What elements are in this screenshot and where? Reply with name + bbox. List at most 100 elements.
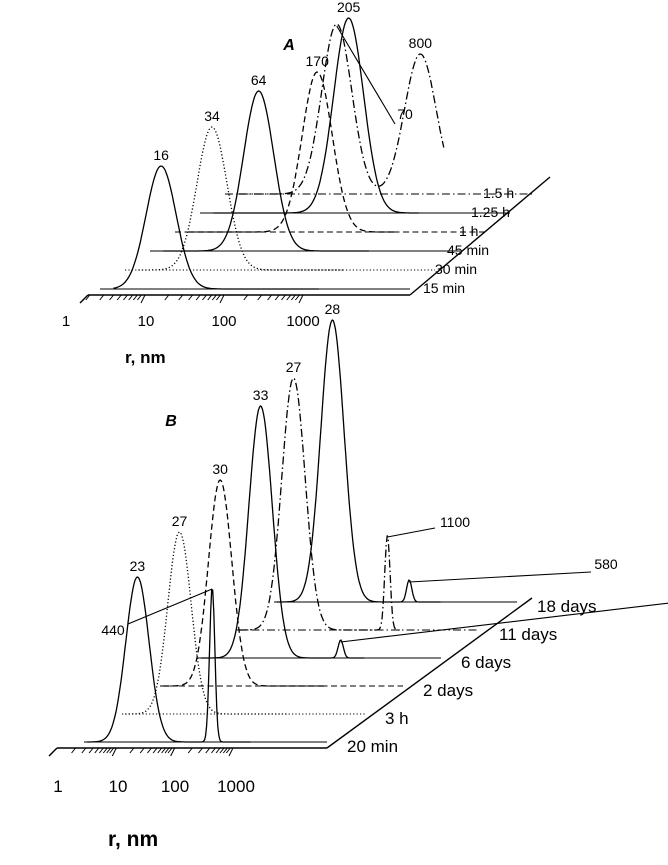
series-1-h: 170 (175, 53, 485, 233)
x-tick-label: 100 (161, 777, 189, 796)
x-minor-tick (178, 294, 184, 301)
series-label: 1.5 h (483, 185, 514, 201)
series-3-h: 27 (122, 513, 365, 715)
distribution-curve (188, 71, 394, 233)
x-minor-tick (132, 294, 138, 301)
axis-corner (79, 294, 89, 304)
panel-a: 1 10 100 1000 r, nm A 16 15 min 34 30 min 64 45 min… (62, 0, 551, 367)
distribution-curve (239, 377, 403, 631)
distribution-curve (238, 23, 445, 195)
series-6-days: 33780 (198, 387, 668, 659)
peak-leader-line (340, 602, 668, 643)
x-minor-tick (111, 747, 117, 757)
x-minor-tick (167, 747, 173, 754)
x-minor-tick (205, 747, 211, 754)
peak-label: 28 (325, 301, 341, 317)
x-axis-title: r, nm (108, 828, 158, 851)
x-tick-label: 10 (109, 777, 128, 796)
distribution-curve (138, 126, 344, 271)
x-minor-tick (94, 747, 100, 754)
x-minor-tick (267, 294, 272, 301)
x-minor-tick (157, 747, 163, 754)
peak-leader-line (127, 588, 213, 625)
x-minor-tick (195, 294, 201, 301)
x-minor-tick (109, 747, 115, 754)
series-15-min: 16 (100, 147, 410, 290)
x-minor-tick (286, 294, 292, 301)
x-tick-label: 1000 (286, 313, 319, 330)
series-label: 2 days (423, 681, 473, 700)
distribution-curve (87, 576, 251, 743)
x-minor-tick (136, 294, 142, 301)
x-minor-tick (123, 294, 128, 301)
series-label: 15 min (423, 280, 465, 296)
x-minor-tick (106, 747, 112, 754)
series-2-days: 30 (160, 461, 403, 687)
peak-label: 800 (409, 35, 433, 51)
x-minor-tick (99, 747, 104, 754)
x-axis-title: r, nm (125, 348, 166, 367)
series-label: 20 min (347, 737, 398, 756)
x-minor-tick (215, 294, 221, 301)
series-20-min: 23 440 (84, 558, 327, 743)
peak-label: 34 (204, 108, 220, 124)
peak-label: 16 (153, 147, 169, 163)
series-label: 6 days (461, 653, 511, 672)
peak-label: 64 (251, 72, 267, 88)
series-label: 1.25 h (471, 204, 510, 220)
x-minor-tick (164, 294, 170, 301)
x-tick-label: 1000 (217, 777, 255, 796)
x-minor-tick (219, 294, 225, 304)
x-minor-tick (198, 747, 203, 754)
x-minor-tick (298, 294, 304, 304)
x-minor-tick (219, 747, 225, 754)
distribution-curve (163, 479, 327, 687)
x-minor-tick (99, 294, 105, 301)
panel-b: 1 10 100 1000 r, nm B 23 440 20 min 27 3 h 30 2 days… (48, 301, 668, 851)
x-minor-tick (274, 294, 280, 301)
x-minor-tick (164, 747, 170, 754)
series-label: 45 min (447, 242, 489, 258)
panel-label: A (282, 37, 295, 54)
series-18-days: 28 580 (274, 301, 618, 603)
x-minor-tick (228, 747, 234, 757)
distribution-curve (113, 165, 319, 290)
series-11-days: 27 1100 (236, 359, 479, 631)
depth-axis-line (409, 176, 551, 296)
peak-label: 33 (253, 387, 269, 403)
x-minor-tick (139, 747, 145, 754)
series-label: 3 h (385, 709, 409, 728)
x-minor-tick (222, 747, 228, 754)
peak-label: 27 (286, 359, 302, 375)
x-minor-tick (71, 747, 76, 754)
x-minor-tick (211, 747, 216, 754)
x-minor-tick (188, 294, 193, 301)
peak-label: 27 (172, 513, 188, 529)
peak-label: 23 (130, 558, 146, 574)
peak-label: 580 (594, 556, 618, 572)
depth-axis-line (326, 597, 533, 749)
x-minor-tick (161, 747, 167, 754)
x-tick-label: 1 (53, 777, 62, 796)
x-minor-tick (109, 294, 114, 301)
x-minor-tick (170, 747, 176, 757)
peak-leader-line (387, 527, 436, 538)
x-minor-tick (152, 747, 158, 754)
x-minor-tick (257, 294, 263, 301)
x-minor-tick (290, 294, 296, 301)
x-minor-tick (211, 294, 217, 301)
x-minor-tick (215, 747, 221, 754)
axis-corner (48, 747, 58, 757)
x-tick-label: 10 (138, 313, 155, 330)
series-125-h: 205 (200, 0, 510, 214)
x-minor-tick (129, 747, 135, 754)
peak-leader-line (336, 25, 396, 125)
x-minor-tick (85, 294, 91, 301)
x-minor-tick (147, 747, 152, 754)
x-minor-tick (281, 294, 286, 301)
x-minor-tick (187, 747, 193, 754)
series-45-min: 64 (150, 72, 460, 252)
x-minor-tick (294, 294, 300, 301)
panel-label: B (165, 413, 177, 430)
